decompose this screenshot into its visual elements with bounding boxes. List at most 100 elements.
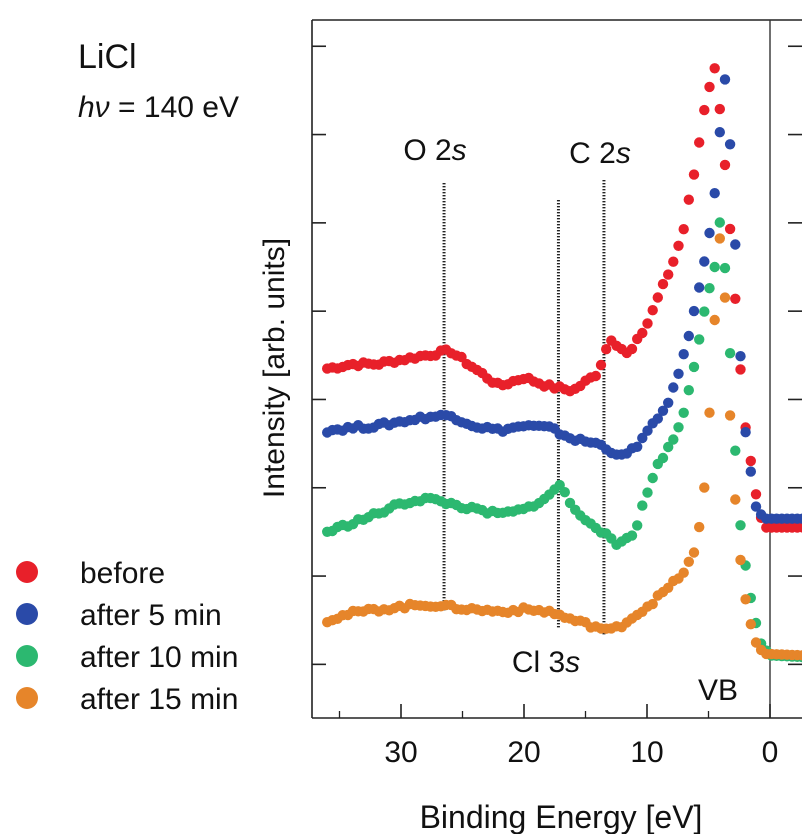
y-axis-label: Intensity [arb. units] [258, 238, 291, 498]
legend-marker [16, 645, 38, 667]
data-point [735, 520, 746, 531]
data-point [745, 619, 756, 630]
data-point [719, 74, 731, 85]
data-point [797, 522, 802, 533]
reference-line-label-orbital: s [616, 137, 631, 170]
data-point [735, 351, 746, 362]
data-point [750, 489, 762, 500]
reference-line-label: O 2s [403, 134, 466, 167]
data-point [595, 359, 607, 371]
data-point [699, 306, 710, 317]
vb-label: VB [698, 674, 738, 707]
data-point [730, 239, 741, 250]
data-point [668, 382, 679, 393]
data-point [745, 466, 756, 477]
data-point [730, 293, 741, 304]
data-point [740, 594, 751, 605]
reference-line-label: Cl 3s [512, 646, 580, 679]
data-point [714, 217, 725, 228]
data-point [590, 370, 601, 382]
data-point [719, 262, 731, 274]
data-point [626, 530, 638, 541]
data-point [683, 330, 694, 342]
data-point [724, 223, 736, 235]
data-point [740, 427, 751, 438]
plot-frame [311, 19, 802, 719]
data-point [797, 650, 802, 661]
chart-subtitle: hν = 140 eV [78, 91, 239, 124]
data-point [709, 314, 720, 326]
legend-marker [16, 687, 38, 709]
data-point [637, 500, 648, 511]
data-point [704, 283, 715, 294]
data-point [750, 637, 762, 648]
data-point [663, 441, 674, 453]
x-tick-label: 10 [630, 736, 663, 769]
data-point [626, 343, 638, 355]
data-point [724, 410, 736, 421]
legend-marker [16, 603, 38, 625]
data-point [750, 501, 762, 512]
data-point [652, 413, 663, 424]
data-point [735, 364, 746, 375]
data-point [673, 422, 684, 433]
data-point [688, 305, 700, 317]
data-point [678, 407, 689, 418]
data-point [714, 233, 725, 244]
x-axis-label: Binding Energy [eV] [420, 799, 703, 834]
data-point [699, 104, 710, 116]
data-point [632, 520, 643, 531]
data-point [647, 472, 658, 484]
series-before [322, 63, 802, 533]
data-point [632, 441, 643, 452]
data-point [714, 103, 725, 115]
data-point [694, 137, 705, 148]
photon-energy-symbol: hν [78, 91, 110, 124]
data-point [683, 556, 694, 567]
series-layer [322, 63, 802, 663]
series-after-15-min [322, 233, 802, 661]
data-point [668, 256, 679, 267]
data-point [559, 487, 570, 498]
data-point [704, 407, 715, 418]
data-point [797, 513, 802, 524]
data-point [730, 445, 741, 456]
x-tick-label: 20 [507, 736, 540, 769]
data-point [663, 397, 674, 408]
reference-line-label-orbital: s [452, 134, 467, 167]
reference-line-label-element: O 2 [403, 134, 451, 167]
data-point [601, 344, 612, 355]
data-point [724, 348, 736, 359]
series-after-5-min [322, 74, 802, 524]
data-point [699, 482, 710, 493]
data-point [657, 278, 669, 290]
legend-label: after 5 min [80, 599, 222, 632]
reference-line-label-element: C 2 [569, 137, 616, 170]
x-tick-label: 0 [762, 736, 779, 769]
reference-line-label-element: Cl 3 [512, 646, 565, 679]
series-after-10-min [322, 217, 802, 663]
data-point [683, 194, 694, 205]
data-point [709, 261, 720, 273]
data-point [673, 240, 684, 251]
data-point [642, 487, 653, 498]
chart-title: LiCl [78, 38, 137, 76]
ticks-layer: 30 20 10 0 [312, 45, 802, 769]
data-point [657, 405, 669, 416]
data-point [688, 361, 700, 373]
data-point [678, 224, 689, 235]
data-point [745, 455, 756, 467]
data-point [735, 554, 746, 566]
data-point [730, 494, 741, 505]
data-point [719, 159, 731, 171]
data-point [694, 334, 705, 345]
data-point [642, 425, 653, 436]
photon-energy-value: = 140 eV [118, 91, 239, 124]
legend-label: before [80, 557, 165, 590]
data-point [719, 292, 731, 303]
data-point [688, 547, 700, 558]
reference-line-label: C 2s [569, 137, 631, 170]
data-point [688, 169, 700, 180]
